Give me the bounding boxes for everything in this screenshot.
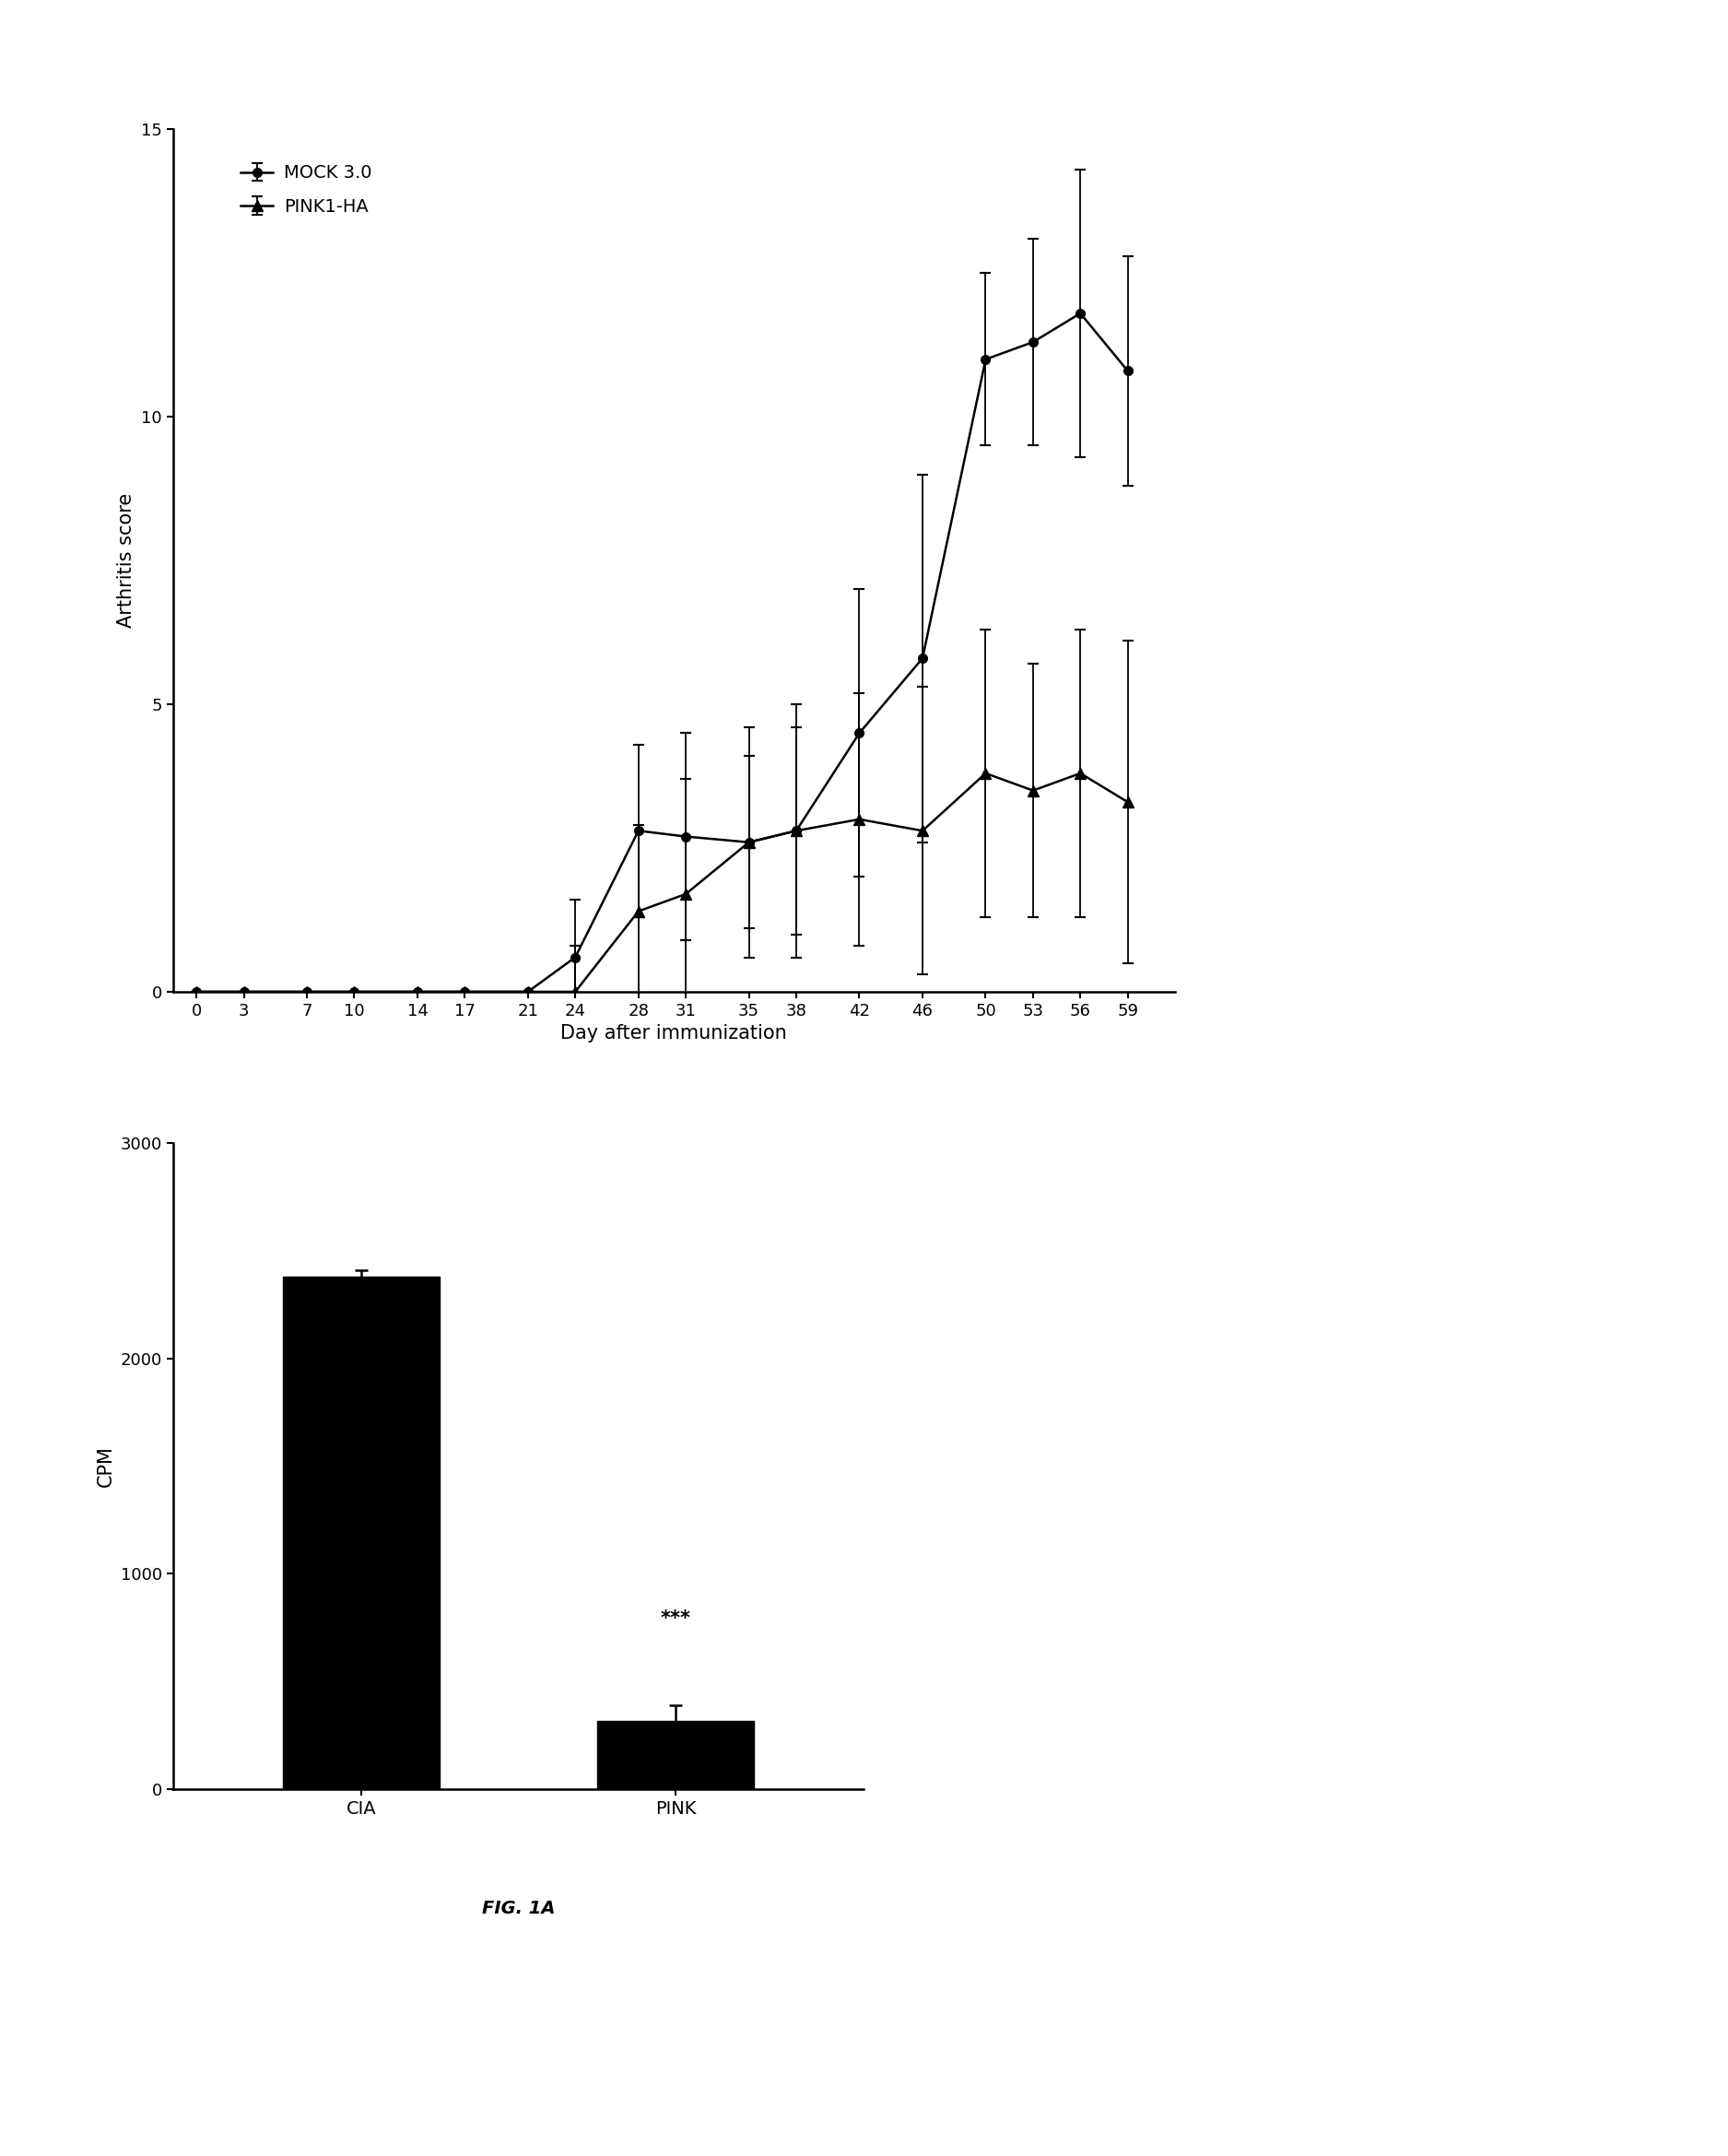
Bar xyxy=(283,1276,441,1789)
Text: ***: *** xyxy=(660,1608,691,1628)
X-axis label: Day after immunization: Day after immunization xyxy=(560,1024,788,1044)
Y-axis label: Arthritis score: Arthritis score xyxy=(118,494,137,627)
Bar xyxy=(596,1720,753,1789)
Legend: MOCK 3.0, PINK1-HA: MOCK 3.0, PINK1-HA xyxy=(232,155,380,224)
Text: FIG. 1A: FIG. 1A xyxy=(482,1899,555,1917)
Y-axis label: CPM: CPM xyxy=(97,1445,116,1488)
